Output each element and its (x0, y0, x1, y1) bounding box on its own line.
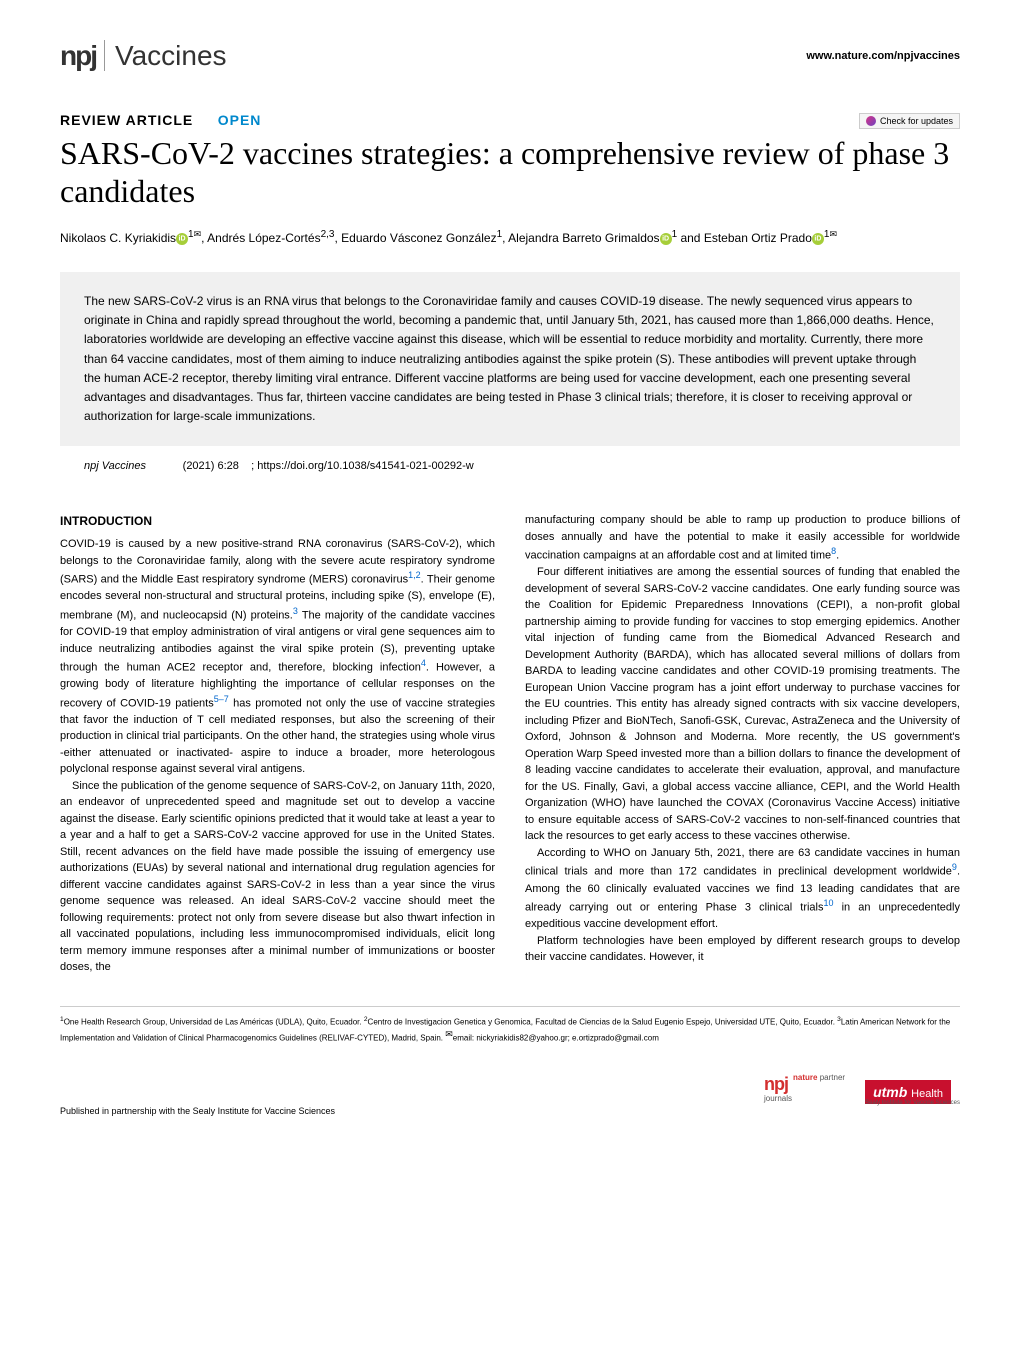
column-right: manufacturing company should be able to … (525, 512, 960, 976)
author-5: Esteban Ortiz Prado (704, 231, 812, 245)
author-2-aff: 2,3 (321, 229, 335, 240)
article-type-label: REVIEW ARTICLE (60, 112, 193, 128)
article-type-row: REVIEW ARTICLE OPEN Check for updates (60, 112, 960, 130)
logo-name: Vaccines (104, 40, 227, 71)
email-label: email: (453, 1033, 477, 1042)
and-text: and (677, 231, 700, 245)
open-access-label: OPEN (218, 112, 262, 128)
utmb-subtitle: Sealy Institute for Vaccine Sciences (865, 1100, 960, 1106)
ref-57[interactable]: 5–7 (214, 694, 229, 704)
check-updates-icon (866, 116, 876, 126)
intro-p2: Since the publication of the genome sequ… (60, 778, 495, 976)
author-3-aff: 1 (497, 229, 503, 240)
npj-text: npj (764, 1074, 788, 1094)
page-header: npj Vaccines www.nature.com/npjvaccines (60, 40, 960, 72)
col2-p4: Platform technologies have been employed… (525, 933, 960, 966)
citation-journal: npj Vaccines (84, 460, 146, 472)
intro-heading: INTRODUCTION (60, 512, 495, 530)
aff-2-text: Centro de Investigacion Genetica y Genom… (368, 1018, 838, 1027)
ref-12[interactable]: 1,2 (408, 570, 421, 580)
orcid-icon[interactable] (176, 233, 188, 245)
article-type-group: REVIEW ARTICLE OPEN (60, 112, 261, 130)
page-footer: Published in partnership with the Sealy … (60, 1074, 960, 1116)
article-title: SARS-CoV-2 vaccines strategies: a compre… (60, 134, 960, 211)
npj-partner-logo: npj nature partnerjournals (764, 1074, 845, 1116)
envelope-icon: ✉ (194, 229, 202, 239)
ref-10[interactable]: 10 (823, 898, 833, 908)
col2-p1: manufacturing company should be able to … (525, 512, 960, 564)
partner-logos: npj nature partnerjournals utmb Health S… (764, 1074, 960, 1116)
citation-year-vol: (2021) 6:28 (183, 460, 239, 472)
author-4: Alejandra Barreto Grimaldos (508, 231, 659, 245)
site-url[interactable]: www.nature.com/npjvaccines (806, 50, 960, 62)
affiliations: 1One Health Research Group, Universidad … (60, 1006, 960, 1044)
intro-p1: COVID-19 is caused by a new positive-str… (60, 536, 495, 778)
body-columns: INTRODUCTION COVID-19 is caused by a new… (60, 512, 960, 976)
journal-logo: npj Vaccines (60, 40, 227, 72)
col2-p2: Four different initiatives are among the… (525, 564, 960, 845)
aff-1-text: One Health Research Group, Universidad d… (64, 1018, 364, 1027)
author-3: Eduardo Vásconez González (341, 231, 496, 245)
envelope-icon: ✉ (829, 229, 837, 239)
citation-doi[interactable]: ; https://doi.org/10.1038/s41541-021-002… (251, 460, 474, 472)
column-left: INTRODUCTION COVID-19 is caused by a new… (60, 512, 495, 976)
check-updates-button[interactable]: Check for updates (859, 113, 960, 129)
authors-list: Nikolaos C. Kyriakidis1✉, Andrés López-C… (60, 227, 960, 248)
logo-npj: npj (60, 40, 96, 71)
abstract-box: The new SARS-CoV-2 virus is an RNA virus… (60, 272, 960, 446)
publisher-text: Published in partnership with the Sealy … (60, 1106, 335, 1116)
utmb-logo-group: utmb Health Sealy Institute for Vaccine … (865, 1084, 960, 1106)
citation: npj Vaccines (2021) 6:28 ; https://doi.o… (60, 460, 960, 472)
orcid-icon[interactable] (812, 233, 824, 245)
envelope-icon: ✉ (445, 1029, 453, 1039)
author-1: Nikolaos C. Kyriakidis (60, 231, 176, 245)
check-updates-label: Check for updates (880, 116, 953, 126)
email-addresses[interactable]: nickyriakidis82@yahoo.gr; e.ortizprado@g… (476, 1033, 659, 1042)
col2-p3: According to WHO on January 5th, 2021, t… (525, 845, 960, 933)
author-2: Andrés López-Cortés (207, 231, 320, 245)
orcid-icon[interactable] (660, 233, 672, 245)
